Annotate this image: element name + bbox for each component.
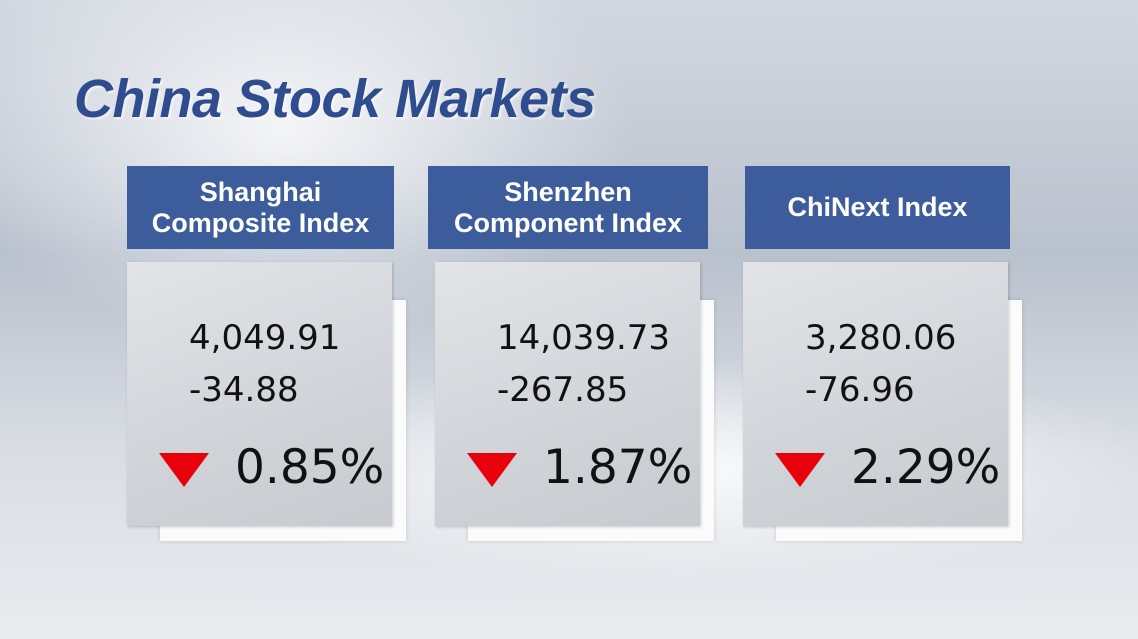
card: 4,049.91 -34.88 0.85% xyxy=(127,262,392,526)
index-change: -34.88 xyxy=(189,370,299,410)
percent-change: 1.87% xyxy=(543,440,693,495)
card-header: ChiNext Index xyxy=(745,166,1010,249)
index-value: 4,049.91 xyxy=(189,318,341,358)
card: 3,280.06 -76.96 2.29% xyxy=(743,262,1008,526)
index-change: -267.85 xyxy=(497,370,629,410)
percent-change: 2.29% xyxy=(851,440,1001,495)
card: 14,039.73 -267.85 1.87% xyxy=(435,262,700,526)
down-arrow xyxy=(775,453,825,487)
down-arrow xyxy=(467,453,517,487)
percent-change: 0.85% xyxy=(235,440,385,495)
index-value: 3,280.06 xyxy=(805,318,957,358)
title: China Stock Markets xyxy=(74,69,596,129)
card-header: Shanghai Composite Index xyxy=(127,166,394,249)
card-header: Shenzhen Component Index xyxy=(428,166,708,249)
index-change: -76.96 xyxy=(805,370,915,410)
index-value: 14,039.73 xyxy=(497,318,671,358)
down-arrow xyxy=(159,453,209,487)
